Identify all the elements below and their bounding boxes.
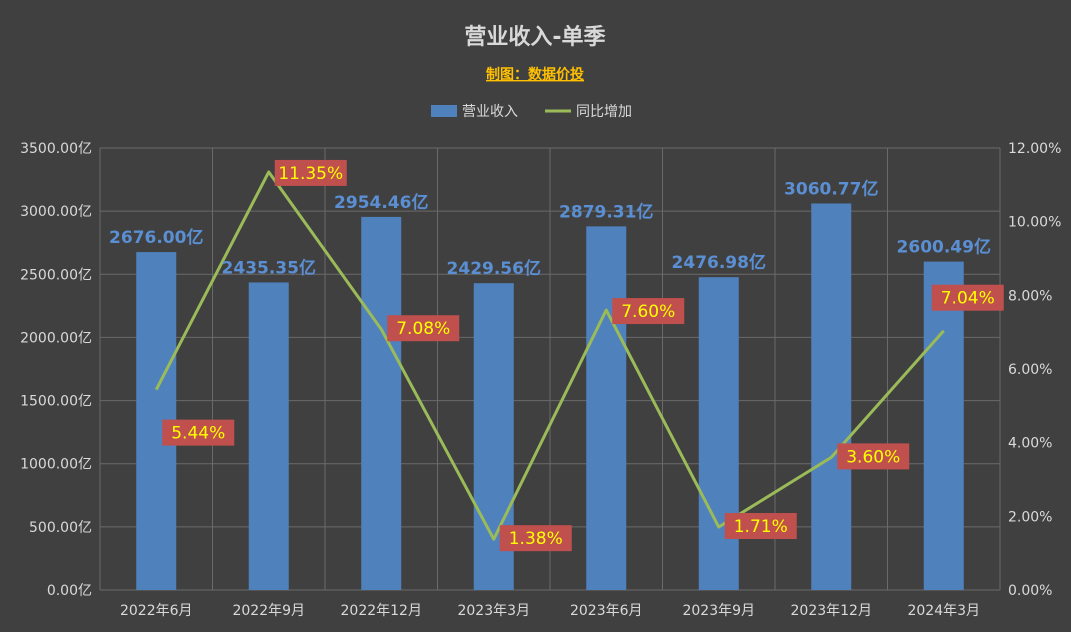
bar-value-label: 2676.00亿	[109, 227, 203, 248]
revenue-bar	[361, 216, 402, 590]
chart-title: 营业收入-单季	[464, 24, 605, 50]
bar-value-label: 2435.35亿	[222, 257, 316, 278]
x-axis: 2022年6月 2022年9月 2022年12月 2023年3月 2023年6月 2023…	[120, 603, 980, 619]
pct-value-label: 1.71%	[734, 517, 788, 537]
chart-subtitle: 制图：数据价投	[486, 66, 584, 83]
bar-value-label: 2879.31亿	[559, 201, 653, 222]
pct-label-box	[162, 419, 235, 446]
gridlines	[99, 147, 1001, 591]
pct-label-box	[931, 284, 1004, 311]
x-tick-label: 2022年12月	[341, 603, 422, 619]
y-right-tick-label: 10.00%	[1008, 215, 1061, 231]
y-left-tick-label: 3000.00亿	[20, 204, 92, 220]
bar-value-label: 2954.46亿	[334, 192, 428, 213]
bar-value-label: 2476.98亿	[672, 252, 766, 273]
y-left-tick-label: 3500.00亿	[20, 141, 92, 157]
pct-label-box	[612, 298, 685, 325]
yoy-growth-line	[154, 170, 945, 541]
line-series	[154, 170, 945, 541]
y-left-tick-label: 2500.00亿	[20, 267, 92, 283]
right-axis: 0.00% 2.00% 4.00% 6.00% 8.00% 10.00% 12.00%	[1008, 141, 1061, 599]
y-left-tick-label: 0.00亿	[47, 583, 92, 599]
pct-value-label: 11.35%	[278, 164, 343, 184]
x-tick-label: 2024年3月	[907, 603, 980, 619]
pct-value-label: 1.38%	[509, 529, 563, 549]
legend: 营业收入 同比增加	[431, 104, 632, 120]
pct-label-box	[499, 525, 572, 552]
revenue-bar	[586, 226, 627, 590]
pct-label-box	[724, 513, 797, 540]
x-tick-label: 2023年12月	[791, 603, 872, 619]
pct-label-box	[274, 159, 347, 186]
pct-label-box	[837, 443, 910, 470]
bar-value-label: 2429.56亿	[447, 258, 541, 279]
pct-value-label: 7.08%	[396, 319, 450, 339]
legend-line-label: 同比增加	[576, 104, 632, 120]
left-axis: 0.00亿 500.00亿 1000.00亿 1500.00亿 2000.00亿 2500…	[20, 141, 92, 599]
y-right-tick-label: 6.00%	[1008, 362, 1052, 378]
pct-value-label: 7.04%	[941, 289, 995, 309]
y-left-tick-label: 1000.00亿	[20, 457, 92, 473]
line-data-labels: 5.44% 11.35% 7.08% 1.38% 7.60% 1.71% 3.60% 7.04…	[162, 159, 1004, 552]
y-right-tick-label: 2.00%	[1008, 509, 1052, 525]
revenue-bar	[811, 203, 852, 590]
x-tick-label: 2023年9月	[682, 603, 755, 619]
bar-value-label: 2600.49亿	[897, 237, 991, 258]
revenue-bar	[923, 261, 964, 590]
bar-value-label: 3060.77亿	[784, 178, 878, 199]
bar-data-labels: 2676.00亿 2435.35亿 2954.46亿 2429.56亿 2879.31亿…	[109, 178, 991, 279]
x-tick-label: 2023年6月	[570, 603, 643, 619]
y-left-tick-label: 1500.00亿	[20, 394, 92, 410]
y-right-tick-label: 12.00%	[1008, 141, 1061, 157]
y-right-tick-label: 8.00%	[1008, 288, 1052, 304]
legend-bar-swatch	[431, 105, 457, 117]
pct-value-label: 7.60%	[621, 302, 675, 322]
y-left-tick-label: 500.00亿	[29, 520, 92, 536]
y-left-tick-label: 2000.00亿	[20, 330, 92, 346]
pct-value-label: 5.44%	[171, 424, 225, 444]
legend-bar-label: 营业收入	[462, 104, 518, 120]
pct-value-label: 3.60%	[846, 447, 900, 467]
x-tick-label: 2022年6月	[120, 603, 193, 619]
revenue-bar	[248, 282, 289, 590]
x-tick-label: 2023年3月	[457, 603, 530, 619]
y-right-tick-label: 0.00%	[1008, 583, 1052, 599]
y-right-tick-label: 4.00%	[1008, 436, 1052, 452]
revenue-bar	[698, 277, 739, 590]
x-tick-label: 2022年9月	[232, 603, 305, 619]
pct-label-box	[387, 315, 460, 342]
